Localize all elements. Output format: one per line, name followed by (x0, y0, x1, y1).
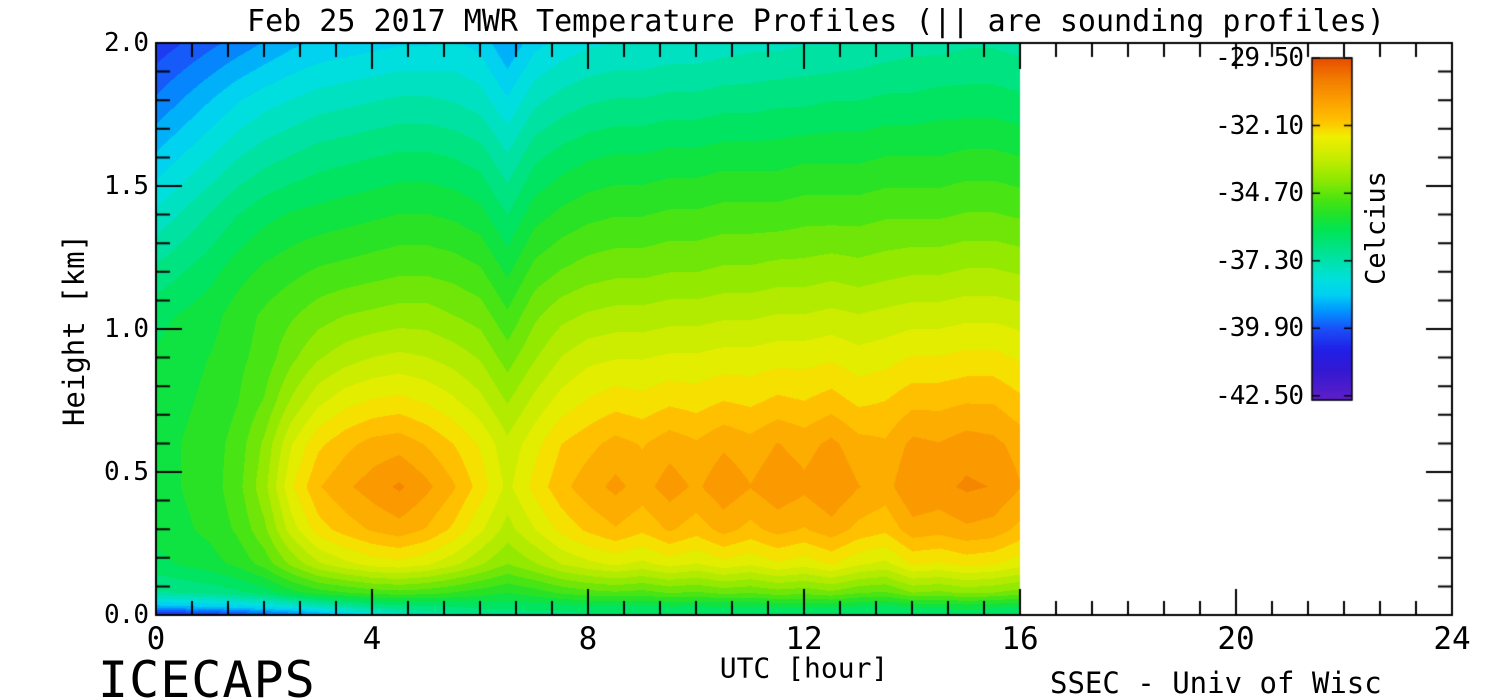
y-tick-label: 0.5 (104, 457, 149, 487)
y-tick-label: 1.5 (104, 171, 149, 201)
x-tick-label: 0 (146, 621, 166, 657)
y-tick-label: 2.0 (104, 28, 149, 58)
colorbar-tick-label: -32.10 (1215, 110, 1304, 141)
y-tick-label: 0.0 (104, 600, 149, 630)
colorbar-tick-label: -34.70 (1215, 178, 1304, 209)
colorbar-tick-label: -42.50 (1215, 380, 1304, 411)
y-axis-title: Height [km] (57, 233, 91, 427)
x-axis-title: UTC [hour] (719, 651, 889, 685)
colorbar-tick-label: -37.30 (1215, 245, 1304, 276)
x-tick-label: 20 (1217, 621, 1255, 657)
colorbar-tick-label: -39.90 (1215, 313, 1304, 344)
x-tick-label: 4 (362, 621, 382, 657)
colorbar-tick-label: -29.50 (1215, 43, 1304, 73)
y-tick-label: 1.0 (104, 314, 149, 344)
page-title: Feb 25 2017 MWR Temperature Profiles (||… (247, 4, 1385, 39)
credit-ssec-univ-of-wisc: SSEC - Univ of Wisc (1050, 666, 1382, 700)
project-name-icecaps: ICECAPS (98, 651, 316, 700)
x-tick-label: 24 (1433, 621, 1471, 657)
x-tick-label: 12 (785, 621, 823, 657)
x-tick-label: 16 (1001, 621, 1039, 657)
x-tick-label: 8 (578, 621, 598, 657)
colorbar-title: Celcius (1360, 171, 1392, 285)
